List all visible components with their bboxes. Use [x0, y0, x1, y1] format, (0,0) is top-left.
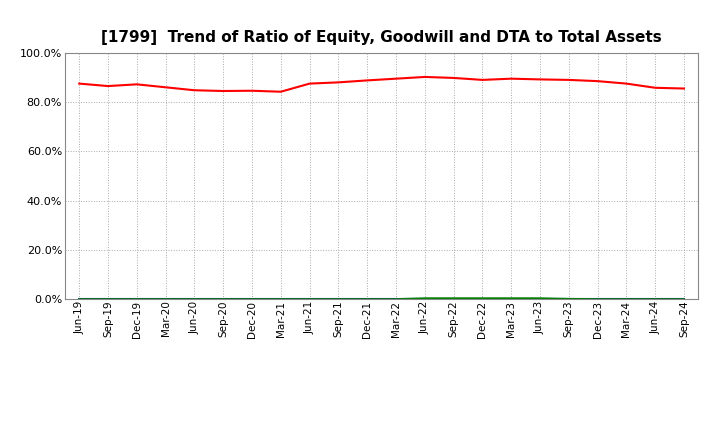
Line: Equity: Equity: [79, 77, 684, 92]
Deferred Tax Assets: [334, 297, 343, 302]
Deferred Tax Assets: [363, 297, 372, 302]
Goodwill: [305, 297, 314, 302]
Equity: [478, 77, 487, 83]
Deferred Tax Assets: [132, 297, 141, 302]
Deferred Tax Assets: [507, 296, 516, 301]
Goodwill: [392, 297, 400, 302]
Equity: [593, 78, 602, 84]
Equity: [219, 88, 228, 94]
Goodwill: [334, 297, 343, 302]
Deferred Tax Assets: [75, 297, 84, 302]
Deferred Tax Assets: [305, 297, 314, 302]
Goodwill: [507, 297, 516, 302]
Deferred Tax Assets: [219, 297, 228, 302]
Deferred Tax Assets: [564, 296, 573, 301]
Deferred Tax Assets: [104, 297, 112, 302]
Goodwill: [478, 297, 487, 302]
Deferred Tax Assets: [622, 297, 631, 302]
Equity: [651, 85, 660, 91]
Deferred Tax Assets: [680, 297, 688, 302]
Equity: [104, 84, 112, 89]
Goodwill: [75, 297, 84, 302]
Goodwill: [248, 297, 256, 302]
Goodwill: [680, 297, 688, 302]
Goodwill: [104, 297, 112, 302]
Goodwill: [219, 297, 228, 302]
Deferred Tax Assets: [248, 297, 256, 302]
Deferred Tax Assets: [651, 297, 660, 302]
Equity: [132, 82, 141, 87]
Goodwill: [276, 297, 285, 302]
Deferred Tax Assets: [190, 297, 199, 302]
Equity: [276, 89, 285, 94]
Equity: [622, 81, 631, 86]
Deferred Tax Assets: [392, 297, 400, 302]
Deferred Tax Assets: [536, 296, 544, 301]
Deferred Tax Assets: [161, 297, 170, 302]
Deferred Tax Assets: [276, 297, 285, 302]
Goodwill: [593, 297, 602, 302]
Goodwill: [564, 297, 573, 302]
Equity: [507, 76, 516, 81]
Goodwill: [132, 297, 141, 302]
Goodwill: [420, 297, 429, 302]
Goodwill: [161, 297, 170, 302]
Title: [1799]  Trend of Ratio of Equity, Goodwill and DTA to Total Assets: [1799] Trend of Ratio of Equity, Goodwil…: [102, 29, 662, 45]
Deferred Tax Assets: [593, 297, 602, 302]
Equity: [75, 81, 84, 86]
Equity: [392, 76, 400, 81]
Goodwill: [622, 297, 631, 302]
Goodwill: [190, 297, 199, 302]
Equity: [363, 78, 372, 83]
Goodwill: [651, 297, 660, 302]
Equity: [564, 77, 573, 83]
Deferred Tax Assets: [478, 296, 487, 301]
Equity: [680, 86, 688, 91]
Deferred Tax Assets: [449, 296, 458, 301]
Equity: [420, 74, 429, 80]
Equity: [248, 88, 256, 93]
Goodwill: [363, 297, 372, 302]
Line: Deferred Tax Assets: Deferred Tax Assets: [79, 298, 684, 299]
Equity: [190, 88, 199, 93]
Equity: [334, 80, 343, 85]
Deferred Tax Assets: [420, 296, 429, 301]
Equity: [161, 84, 170, 90]
Goodwill: [536, 297, 544, 302]
Goodwill: [449, 297, 458, 302]
Equity: [305, 81, 314, 86]
Equity: [536, 77, 544, 82]
Equity: [449, 75, 458, 81]
